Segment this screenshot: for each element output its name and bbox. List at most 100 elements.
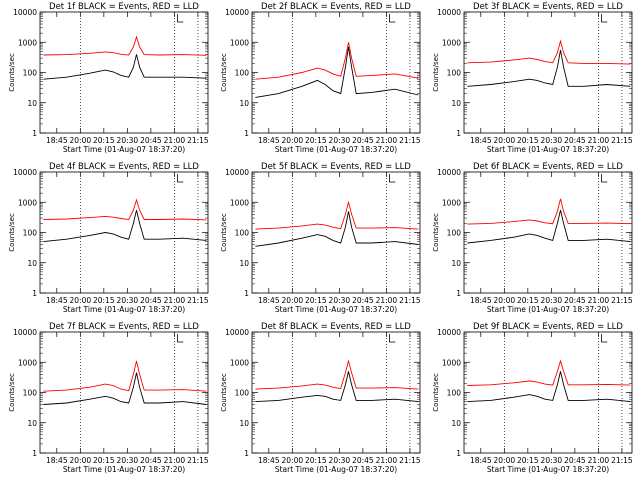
x-tick-label: 21:00 <box>588 296 610 305</box>
panel-det-6: Det 6f BLACK = Events, RED = LLD 1 10 100 10… <box>432 162 633 314</box>
interval-marker <box>601 334 608 343</box>
events-series-line <box>255 371 419 403</box>
lld-series-line <box>43 35 207 56</box>
y-tick-label: 10000 <box>437 8 461 17</box>
y-tick-label: 1 <box>244 289 249 298</box>
panel-det-7: Det 7f BLACK = Events, RED = LLD 1 10 100 10… <box>8 322 209 474</box>
panel-title: Det 6f BLACK = Events, RED = LLD <box>473 162 623 172</box>
y-tick-label: 1000 <box>230 38 249 47</box>
y-axis-label: Counts/sec <box>220 53 228 92</box>
plot-frame <box>463 171 633 294</box>
y-tick-label: 10 <box>239 259 249 268</box>
panel-title: Det 3f BLACK = Events, RED = LLD <box>473 2 623 12</box>
panel-title: Det 8f BLACK = Events, RED = LLD <box>261 322 411 332</box>
panel-title: Det 4f BLACK = Events, RED = LLD <box>49 162 199 172</box>
events-series-line <box>467 50 631 87</box>
interval-marker <box>601 174 608 183</box>
x-axis-label: Start Time (01-Aug-07 18:37:20) <box>487 305 609 314</box>
events-series-line <box>467 209 631 244</box>
plot-frame <box>39 331 209 454</box>
y-tick-label: 1000 <box>18 358 37 367</box>
y-tick-label: 10 <box>239 99 249 108</box>
y-tick-label: 1 <box>32 289 37 298</box>
y-tick-label: 10000 <box>13 8 37 17</box>
lld-series-line <box>43 198 207 221</box>
y-tick-label: 100 <box>23 389 38 398</box>
x-tick-label: 18:45 <box>470 136 492 145</box>
y-axis-label: Counts/sec <box>8 373 16 412</box>
y-tick-label: 10 <box>451 259 461 268</box>
x-tick-label: 20:30 <box>329 296 351 305</box>
x-tick-label: 18:45 <box>46 456 68 465</box>
x-tick-label: 20:15 <box>517 456 539 465</box>
x-tick-label: 20:00 <box>494 456 516 465</box>
events-series-line <box>43 372 207 405</box>
x-tick-label: 18:45 <box>470 456 492 465</box>
x-axis-label: Start Time (01-Aug-07 18:37:20) <box>63 145 185 154</box>
y-tick-label: 10000 <box>13 328 37 337</box>
x-tick-label: 20:45 <box>352 136 374 145</box>
x-tick-label: 20:45 <box>140 296 162 305</box>
y-tick-label: 1 <box>244 449 249 458</box>
plot-frame <box>463 11 633 134</box>
lld-series-line <box>255 200 419 230</box>
y-tick-label: 100 <box>235 389 250 398</box>
y-tick-label: 1000 <box>230 198 249 207</box>
y-axis-label: Counts/sec <box>432 53 440 92</box>
x-tick-label: 20:00 <box>70 456 92 465</box>
lld-series-line <box>467 39 631 65</box>
panel-title: Det 5f BLACK = Events, RED = LLD <box>261 162 411 172</box>
x-tick-label: 21:15 <box>611 296 633 305</box>
x-tick-label: 21:00 <box>376 136 398 145</box>
lld-series-line <box>255 359 419 390</box>
y-tick-label: 10 <box>27 99 37 108</box>
events-series-line <box>43 209 207 243</box>
events-series-line <box>43 54 207 80</box>
x-tick-label: 21:00 <box>588 456 610 465</box>
y-tick-label: 1000 <box>230 358 249 367</box>
y-axis-label: Counts/sec <box>8 213 16 252</box>
plot-frame <box>251 11 421 134</box>
x-tick-label: 21:15 <box>611 136 633 145</box>
interval-marker <box>601 14 608 23</box>
x-tick-label: 21:00 <box>164 296 186 305</box>
x-axis-label: Start Time (01-Aug-07 18:37:20) <box>487 145 609 154</box>
x-tick-label: 21:15 <box>399 136 421 145</box>
x-tick-label: 20:30 <box>117 136 139 145</box>
y-tick-label: 1000 <box>442 38 461 47</box>
x-tick-label: 18:45 <box>258 296 280 305</box>
y-tick-label: 1000 <box>442 198 461 207</box>
y-tick-label: 1 <box>244 129 249 138</box>
y-tick-label: 100 <box>447 229 462 238</box>
y-tick-label: 10000 <box>225 168 249 177</box>
interval-marker <box>388 174 396 183</box>
panel-det-9: Det 9f BLACK = Events, RED = LLD 1 10 100 10… <box>432 322 633 474</box>
y-axis-label: Counts/sec <box>432 213 440 252</box>
x-axis-label: Start Time (01-Aug-07 18:37:20) <box>63 305 185 314</box>
x-tick-label: 20:00 <box>494 296 516 305</box>
x-axis-label: Start Time (01-Aug-07 18:37:20) <box>487 465 609 474</box>
x-tick-label: 20:45 <box>564 296 586 305</box>
x-tick-label: 20:45 <box>140 456 162 465</box>
y-tick-label: 10 <box>27 419 37 428</box>
y-tick-label: 10 <box>239 419 249 428</box>
y-tick-label: 100 <box>23 69 38 78</box>
x-tick-label: 20:30 <box>117 456 139 465</box>
y-tick-label: 1 <box>456 449 461 458</box>
y-tick-label: 100 <box>235 229 250 238</box>
lld-series-line <box>43 360 207 392</box>
y-tick-label: 100 <box>447 69 462 78</box>
y-axis-label: Counts/sec <box>8 53 16 92</box>
x-tick-label: 20:15 <box>93 136 115 145</box>
events-series-line <box>467 371 631 403</box>
events-series-line <box>255 211 419 247</box>
x-tick-label: 20:30 <box>541 136 563 145</box>
y-tick-label: 100 <box>23 229 38 238</box>
x-axis-label: Start Time (01-Aug-07 18:37:20) <box>275 145 397 154</box>
lld-series-line <box>255 42 419 80</box>
x-tick-label: 20:15 <box>305 296 327 305</box>
x-tick-label: 20:00 <box>282 296 304 305</box>
y-tick-label: 10000 <box>225 328 249 337</box>
interval-marker <box>176 14 184 23</box>
interval-marker <box>388 334 396 343</box>
